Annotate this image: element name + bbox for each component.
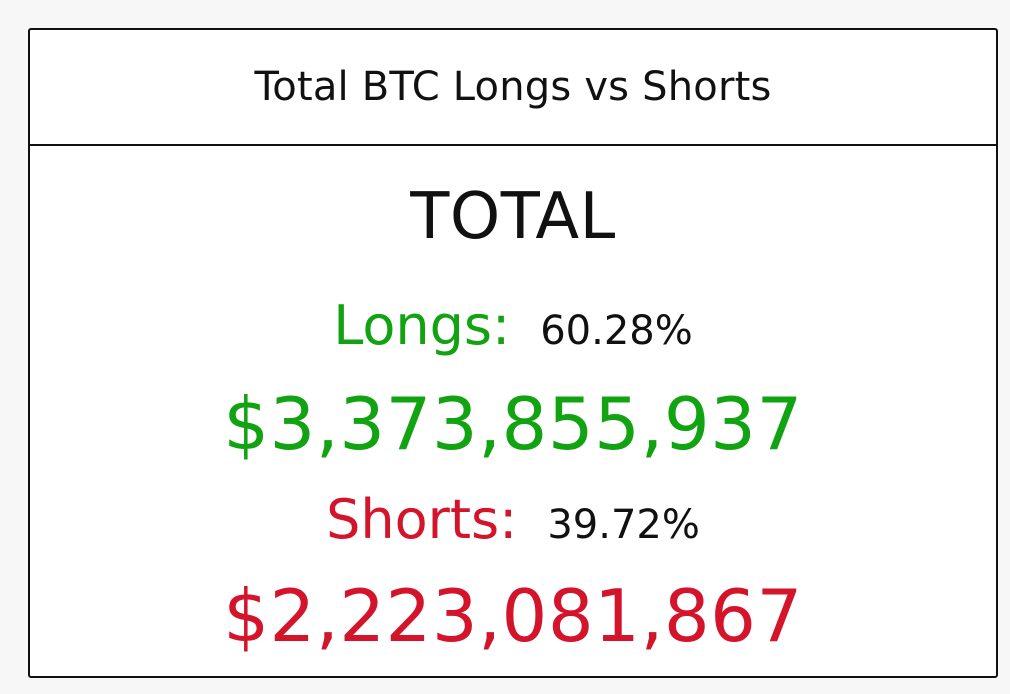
shorts-percent: 39.72% <box>547 502 700 548</box>
total-heading: TOTAL <box>410 180 616 254</box>
card-body: TOTAL Longs: 60.28% $3,373,855,937 Short… <box>30 146 996 676</box>
longs-percent: 60.28% <box>540 308 693 354</box>
longs-amount: $3,373,855,937 <box>223 382 803 466</box>
shorts-row: Shorts: 39.72% <box>30 488 996 551</box>
card-header: Total BTC Longs vs Shorts <box>30 30 996 146</box>
shorts-label: Shorts: <box>326 488 518 551</box>
longs-shorts-card: Total BTC Longs vs Shorts TOTAL Longs: 6… <box>28 28 998 678</box>
card-title: Total BTC Longs vs Shorts <box>254 64 772 110</box>
shorts-amount: $2,223,081,867 <box>223 574 803 658</box>
longs-row: Longs: 60.28% <box>30 294 996 357</box>
longs-label: Longs: <box>333 294 511 357</box>
